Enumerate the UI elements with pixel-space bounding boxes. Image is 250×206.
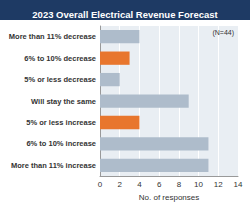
svg-text:6: 6 [157, 180, 162, 189]
svg-text:6% to 10% increase: 6% to 10% increase [26, 139, 96, 148]
svg-text:No. of responses: No. of responses [139, 193, 199, 202]
svg-text:8: 8 [177, 180, 182, 189]
svg-text:10: 10 [194, 180, 203, 189]
svg-text:(N=44): (N=44) [212, 29, 234, 37]
svg-text:4: 4 [137, 180, 142, 189]
svg-text:2023 Overall Electrical Revenu: 2023 Overall Electrical Revenue Forecast [32, 9, 218, 20]
svg-text:12: 12 [214, 180, 223, 189]
svg-text:More than 11% decrease: More than 11% decrease [9, 32, 96, 41]
svg-text:Will stay the same: Will stay the same [31, 97, 96, 106]
svg-text:5% or less decrease: 5% or less decrease [24, 75, 96, 84]
svg-text:More than 11% increase: More than 11% increase [11, 161, 96, 170]
svg-text:0: 0 [98, 180, 103, 189]
svg-text:2: 2 [117, 180, 122, 189]
svg-text:14: 14 [234, 180, 243, 189]
svg-text:6% to 10% decrease: 6% to 10% decrease [24, 54, 96, 63]
svg-text:5% or less increase: 5% or less increase [26, 118, 96, 127]
